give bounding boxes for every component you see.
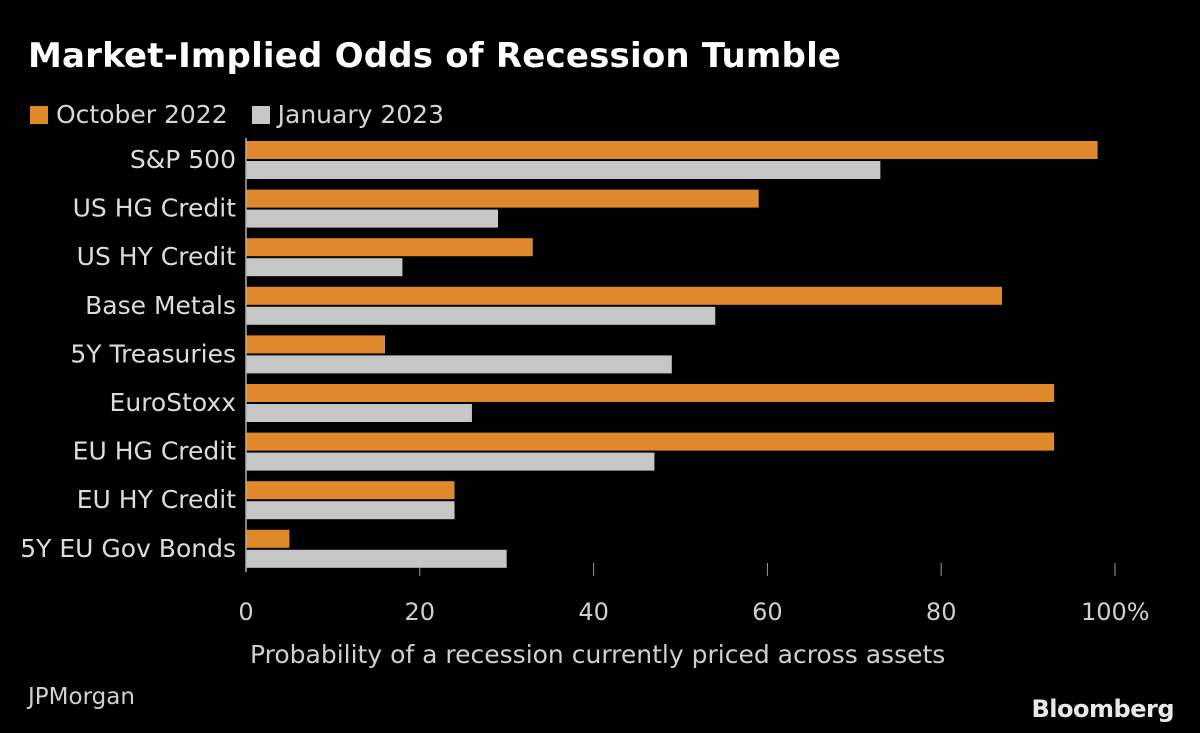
x-tick-label-40: 40 [578,598,609,626]
bar-eu-hg-credit-january-2023 [246,452,655,471]
category-label-sandp-500: S&P 500 [130,145,236,174]
bar-sandp-500-january-2023 [246,161,881,179]
bar-eu-hy-credit-october-2022 [246,481,455,500]
bar-5y-eu-gov-bonds-january-2023 [246,549,507,568]
chart-title: Market-Implied Odds of Recession Tumble [28,36,842,76]
legend: October 2022 January 2023 [30,100,468,129]
bar-sandp-500-october-2022 [246,141,1098,159]
x-tick-label-80: 80 [926,598,957,626]
bar-eurostoxx-january-2023 [246,404,472,422]
bar-us-hy-credit-october-2022 [246,238,533,257]
legend-item-january-2023: January 2023 [251,100,444,129]
x-tick-label-100: 100% [1081,598,1150,626]
bar-us-hg-credit-october-2022 [246,189,759,208]
bloomberg-logo: Bloomberg [1031,695,1175,723]
category-label-eurostoxx: EuroStoxx [110,388,236,417]
bar-5y-treasuries-october-2022 [246,335,386,354]
category-label-5y-treasuries: 5Y Treasuries [70,339,236,368]
category-label-5y-eu-gov-bonds: 5Y EU Gov Bonds [20,534,236,563]
legend-swatch-january-2023 [251,105,270,124]
bar-5y-treasuries-january-2023 [246,355,672,374]
category-label-us-hg-credit: US HG Credit [73,194,237,223]
category-label-eu-hg-credit: EU HG Credit [73,437,237,466]
bar-base-metals-october-2022 [246,286,1003,305]
bar-5y-eu-gov-bonds-october-2022 [246,529,290,548]
x-tick-label-60: 60 [752,598,783,626]
x-tick-label-0: 0 [238,598,253,626]
legend-label-january-2023: January 2023 [277,100,444,129]
category-label-base-metals: Base Metals [85,291,236,320]
bar-eu-hg-credit-october-2022 [246,432,1055,451]
legend-swatch-october-2022 [30,105,48,124]
x-axis-label: Probability of a recession currently pri… [250,640,946,669]
bar-us-hg-credit-january-2023 [246,209,499,228]
category-label-us-hy-credit: US HY Credit [77,242,237,271]
bar-eurostoxx-october-2022 [246,384,1055,402]
bar-base-metals-january-2023 [246,306,716,325]
legend-item-october-2022: October 2022 [30,100,228,129]
bar-eu-hy-credit-january-2023 [246,501,455,520]
legend-label-october-2022: October 2022 [56,100,228,129]
category-label-eu-hy-credit: EU HY Credit [77,485,236,514]
x-tick-label-20: 20 [405,598,436,626]
bar-us-hy-credit-january-2023 [246,258,403,277]
source-note: JPMorgan [28,684,135,710]
